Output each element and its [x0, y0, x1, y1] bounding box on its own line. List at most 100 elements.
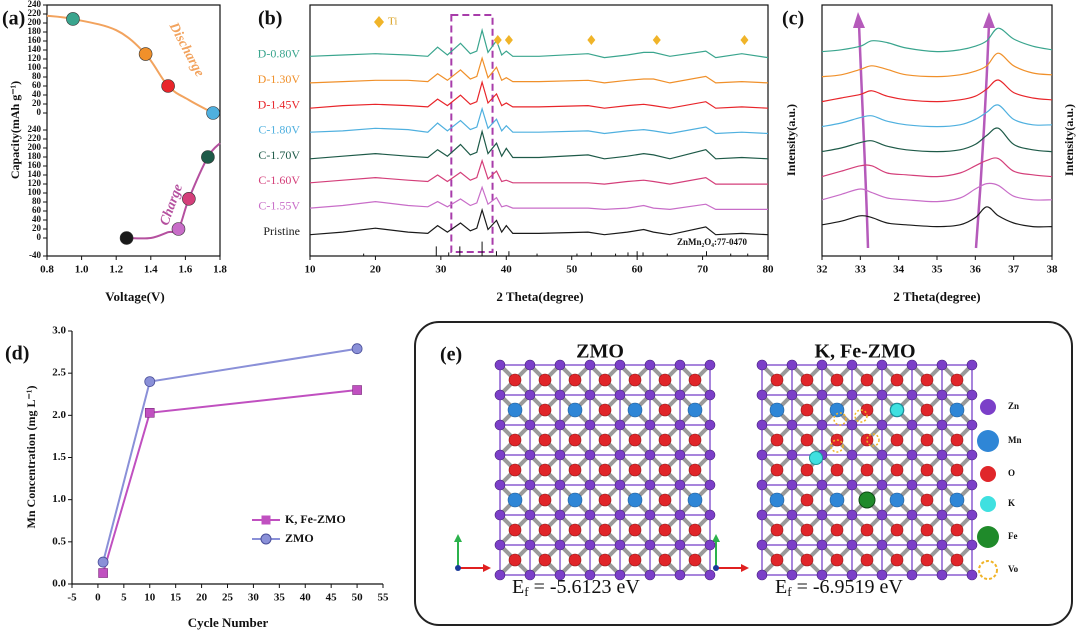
x-tick-label: 0.8	[40, 264, 54, 276]
xrd-pattern	[309, 79, 769, 109]
zn-atom	[494, 449, 506, 461]
xrd-pattern	[309, 158, 768, 185]
x-tick-label: 1.0	[75, 264, 89, 276]
y-tick-label: 40	[32, 89, 42, 99]
zn-atom	[786, 509, 798, 521]
x-tick-label: 37	[1008, 264, 1020, 276]
x-tick-label: 1.4	[144, 264, 158, 276]
o-atom	[770, 373, 784, 387]
o-atom	[598, 523, 612, 537]
zn-atom	[644, 419, 656, 431]
zn-atom	[786, 479, 798, 491]
mn-atom	[567, 492, 583, 508]
o-atom	[860, 433, 874, 447]
zn-atom	[846, 449, 858, 461]
zn-atom	[936, 359, 948, 371]
y-tick-label: 0	[37, 107, 42, 117]
zn-atom	[966, 449, 978, 461]
o-atom	[890, 463, 904, 477]
zn-atom	[614, 569, 626, 581]
mn-atom	[829, 492, 845, 508]
pattern-label: Pristine	[263, 224, 300, 238]
pattern-label: C-1.55V	[258, 198, 300, 212]
o-atom	[568, 553, 582, 567]
k-atom	[809, 451, 823, 465]
x-tick-label: 15	[170, 592, 182, 604]
o-atom	[568, 523, 582, 537]
y-tick-label: 200	[28, 17, 42, 27]
o-atom	[508, 373, 522, 387]
y-tick-label: 240	[28, 0, 42, 9]
xrd-pattern	[309, 106, 769, 135]
lattice	[494, 359, 716, 581]
arrow-head	[853, 12, 865, 28]
zn-atom	[846, 389, 858, 401]
legend-label: O	[1008, 468, 1015, 478]
x-tick-label: 20	[370, 264, 382, 276]
zn-atom	[704, 449, 716, 461]
zn-atom	[966, 359, 978, 371]
y-tick-label: 1.0	[52, 493, 66, 505]
plot-frame	[821, 4, 1053, 257]
legend-marker	[261, 515, 271, 525]
y-tick-label: 120	[28, 53, 42, 63]
x-tick-label: 38	[1047, 264, 1059, 276]
zoom-pattern	[821, 182, 1053, 203]
zn-atom	[524, 359, 536, 371]
o-atom	[658, 463, 672, 477]
o-atom	[598, 553, 612, 567]
mn-atom	[769, 402, 785, 418]
y-tick-label: 160	[28, 160, 42, 170]
ti-legend: Ti	[374, 16, 397, 28]
panel-label: (a)	[2, 8, 25, 30]
o-atom	[860, 463, 874, 477]
o-atom	[538, 463, 552, 477]
y-tick-label: 2.0	[52, 409, 66, 421]
x-tick-label: 0	[95, 592, 101, 604]
ti-legend-label: Ti	[388, 16, 397, 28]
k-atom	[890, 403, 904, 417]
zn-atom	[846, 539, 858, 551]
zn-atom	[876, 509, 888, 521]
mn-atom	[627, 492, 643, 508]
zn-atom	[704, 419, 716, 431]
zn-atom	[876, 359, 888, 371]
x-tick-label: 10	[144, 592, 156, 604]
x-tick-label: 36	[970, 264, 982, 276]
ti-marker	[587, 35, 596, 45]
pattern-label: C-1.70V	[258, 148, 300, 162]
zn-atom	[936, 419, 948, 431]
y-tick-label: 2.5	[52, 367, 66, 379]
triad-origin	[713, 565, 719, 571]
legend-label: Zn	[1008, 401, 1019, 411]
o-atom	[830, 523, 844, 537]
zn-atom	[786, 539, 798, 551]
zn-atom	[584, 539, 596, 551]
y-tick-label: 80	[32, 196, 42, 206]
x-tick-label: 1.2	[109, 264, 123, 276]
vacancy	[854, 409, 868, 423]
zn-atom	[674, 539, 686, 551]
zoom-pattern	[821, 127, 1053, 153]
o-atom	[688, 373, 702, 387]
ti-marker	[740, 35, 749, 45]
mn-atom	[829, 402, 845, 418]
atom-legend: Zn Mn O K Fe Vo	[977, 399, 1022, 580]
o-atom	[628, 373, 642, 387]
o-atom	[688, 433, 702, 447]
zn-atom	[494, 569, 506, 581]
zn-atom	[966, 539, 978, 551]
energy-subscript: f	[524, 584, 529, 599]
x-tick-label: 20	[196, 592, 208, 604]
vacancy	[833, 412, 847, 426]
o-atom	[920, 433, 934, 447]
zn-atom	[786, 569, 798, 581]
zn-atom	[554, 449, 566, 461]
zn-atom	[846, 509, 858, 521]
o-atom	[568, 463, 582, 477]
o-atom	[508, 553, 522, 567]
o-atom	[628, 523, 642, 537]
o-atom	[920, 493, 934, 507]
zn-atom	[876, 389, 888, 401]
zn-atom	[876, 419, 888, 431]
